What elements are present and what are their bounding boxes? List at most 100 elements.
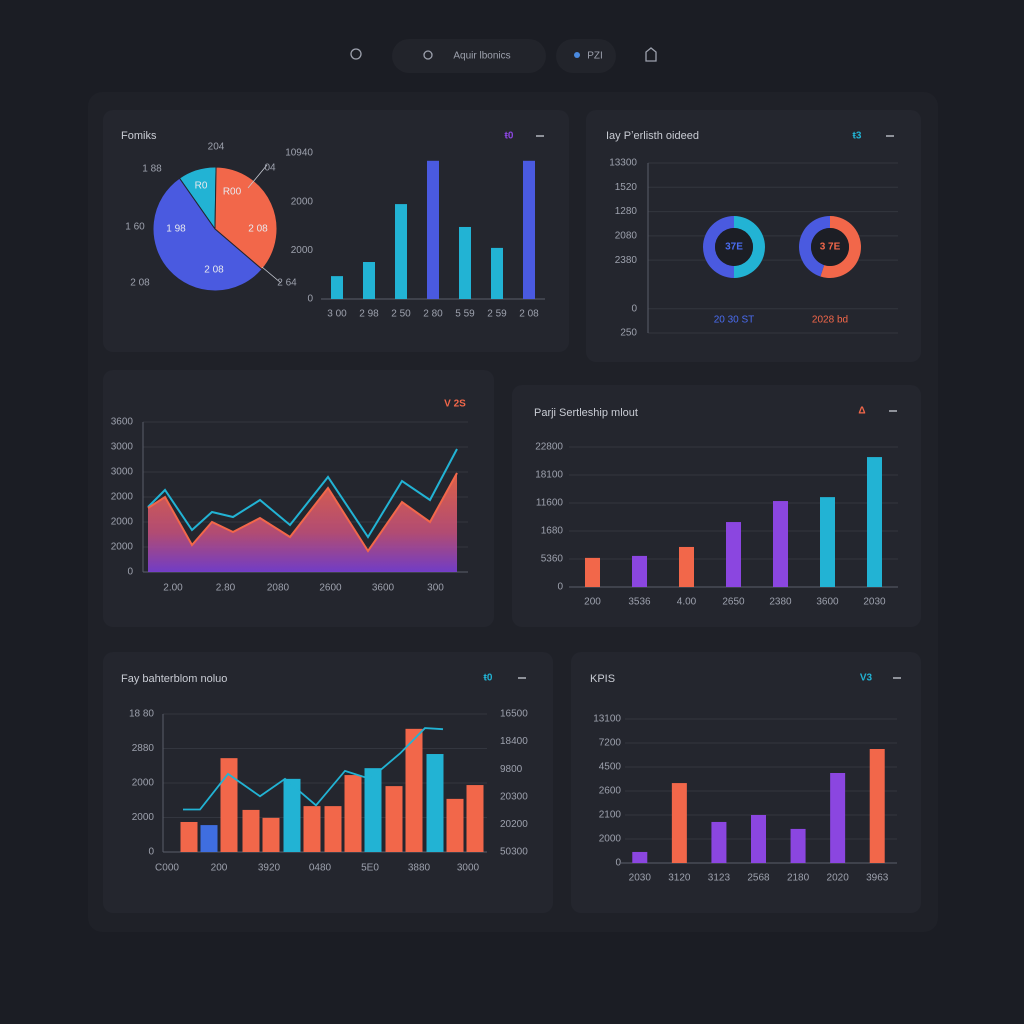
pie-annotation: 1 98 [166,224,186,235]
y-tick-label: 2380 [615,255,638,266]
y-tick-label: 13100 [593,714,621,725]
x-tick-label: 200 [584,597,601,608]
y-tick-label: 1280 [615,206,638,217]
bar [303,806,321,852]
nav-label: PZI [587,51,603,62]
card [512,385,921,627]
x-tick-label: 2 80 [423,309,443,320]
x-tick-label: 200 [211,863,228,874]
bar [364,768,382,852]
x-tick-label: 2180 [787,873,810,884]
x-tick-label: 3880 [408,863,431,874]
y-tick-label: 250 [620,328,637,339]
donut-segment [799,216,830,277]
y-tick-label: 2000 [132,778,155,789]
bar [459,226,471,299]
x-tick-label: 2020 [827,873,850,884]
bar [523,160,535,299]
pie-slice [214,166,278,271]
bar [344,775,362,852]
bar [632,851,648,863]
bar [751,815,766,863]
x-tick-label: 3963 [866,873,889,884]
y-tick-label: 0 [127,567,133,578]
bar [385,786,403,852]
bar [200,825,218,852]
donut-segment [820,216,861,278]
pie-annotation: R0 [195,181,208,192]
bar [180,821,198,852]
x-tick-label: 2650 [722,597,745,608]
bar [585,557,600,587]
x-tick-label: 3600 [816,597,839,608]
chart-title: KPIS [590,673,615,685]
pie-annotation: R00 [223,187,242,198]
nav-icon [423,50,433,60]
y-tick-label: 1520 [615,182,638,193]
nav-pill[interactable] [392,39,546,73]
pie-annotation: 2 64 [277,278,297,289]
nav-icon [574,52,580,58]
y-tick-label: 1680 [541,526,564,537]
x-tick-label: 2600 [319,583,342,594]
line [183,727,444,811]
y-tick-label: 2600 [599,786,622,797]
x-tick-label: 3120 [668,873,691,884]
bar [867,457,882,587]
pie-slice [152,177,263,292]
chart-badge: ŧ0 [484,673,493,684]
y-tick-label: 50300 [500,847,528,858]
chart-badge: Δ [858,406,865,417]
pie-annotation: 204 [208,142,225,153]
bar [220,758,238,852]
y-tick-label: 0 [631,303,637,314]
y-tick-label: 18 80 [129,709,154,720]
x-tick-label: 2 08 [519,309,539,320]
y-tick-label: 5360 [541,554,564,565]
bar [711,821,727,863]
bar [726,522,741,587]
line [147,472,458,553]
donut-segment [734,216,765,278]
x-tick-label: 3536 [628,597,651,608]
bar [324,806,342,852]
y-tick-label: 2000 [111,492,134,503]
user-icon[interactable] [350,48,362,60]
y-tick-label: 2000 [111,517,134,528]
nav-pill[interactable] [556,39,616,73]
y-tick-label: 2000 [291,196,314,207]
line [147,448,458,539]
pie-annotation: 1 88 [142,164,162,175]
nav-label: Aquir lbonics [453,51,510,62]
bar [363,262,375,299]
y-tick-label: 16500 [500,709,528,720]
x-tick-label: 300 [427,583,444,594]
y-tick-label: 13300 [609,158,637,169]
x-tick-label: 2 50 [391,309,411,320]
y-tick-label: 22800 [535,442,563,453]
y-tick-label: 2100 [599,810,622,821]
bar [242,809,260,852]
home-icon[interactable] [645,47,657,62]
bar [466,785,484,852]
chart-title: Fay bahterblom noluo [121,673,227,685]
x-tick-label: 3000 [457,863,480,874]
pie-annotation: 2 08 [248,224,268,235]
x-tick-label: 5E0 [361,863,379,874]
x-tick-label: 3600 [372,583,395,594]
donut-center-label: 37E [725,242,743,253]
legend-label: 20 30 ST [714,315,755,326]
y-tick-label: 20300 [500,791,528,802]
pie-annotation: 04 [264,163,276,174]
bar [427,160,439,299]
y-tick-label: 18100 [535,470,563,481]
y-tick-label: 2000 [291,245,314,256]
bar [671,783,687,863]
y-tick-label: 0 [615,858,621,869]
y-tick-label: 2000 [599,834,622,845]
x-tick-label: 4.00 [677,597,697,608]
y-tick-label: 2000 [132,812,155,823]
bar [820,497,835,587]
x-tick-label: 2030 [629,873,652,884]
